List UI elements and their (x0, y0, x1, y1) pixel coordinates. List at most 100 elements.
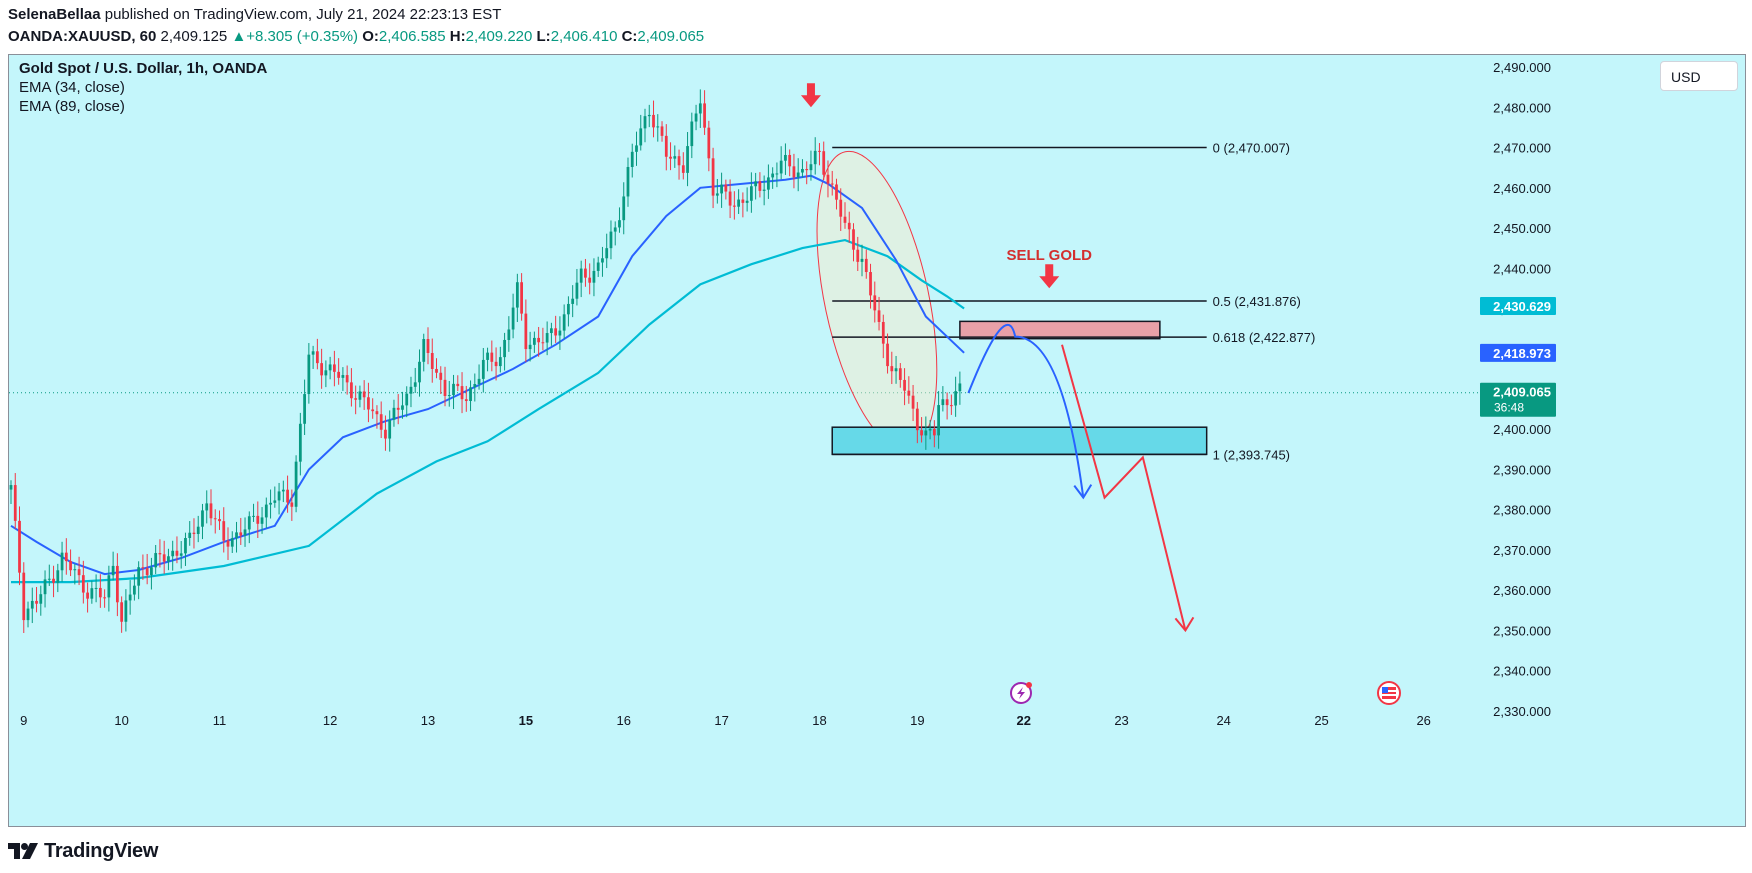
candle-body (315, 351, 319, 364)
candle-body (932, 428, 936, 436)
candle-body (281, 489, 285, 492)
candle-body (749, 186, 753, 201)
candle-body (635, 145, 638, 152)
ohlc-bar: OANDA:XAUUSD, 60 2,409.125 ▲+8.305 (+0.3… (8, 28, 704, 45)
candle-body (579, 268, 583, 283)
candle-body (613, 227, 617, 232)
us-flag-icon[interactable] (1377, 681, 1401, 705)
candle-body (392, 407, 396, 420)
candle-body (98, 587, 102, 598)
y-tick-label: 2,470.000 (1493, 141, 1551, 156)
candle-body (320, 363, 324, 376)
open-label: O: (362, 28, 379, 45)
y-tick-label: 2,370.000 (1493, 543, 1551, 558)
candle-body (175, 550, 179, 556)
candle-body (64, 552, 68, 562)
candle-body (333, 364, 336, 372)
x-tick-label: 17 (714, 713, 728, 728)
candle-body (507, 329, 511, 340)
candle-body (626, 166, 630, 197)
candle-body (784, 154, 787, 161)
candle-body (673, 156, 677, 159)
candle-body (826, 174, 830, 184)
candle-body (907, 390, 911, 396)
legend-ema34[interactable]: EMA (34, close) (19, 79, 125, 96)
candle-body (158, 553, 162, 555)
down-arrow-marker (800, 83, 821, 108)
lightning-event-icon[interactable] (1010, 682, 1032, 704)
price-tag-value: 2,409.065 (1493, 385, 1551, 400)
candle-body (720, 184, 723, 194)
candle-body (575, 282, 579, 299)
candle-body (818, 150, 821, 152)
x-tick-label: 13 (421, 713, 435, 728)
candle-body (439, 372, 443, 380)
candle-body (13, 485, 17, 521)
x-tick-label: 18 (812, 713, 826, 728)
candle-body (298, 423, 302, 462)
candle-body (494, 361, 498, 367)
candle-body (120, 602, 124, 622)
candle-body (201, 510, 204, 527)
candle-body (745, 200, 749, 203)
candle-body (864, 258, 868, 273)
candle-body (571, 298, 575, 304)
candle-body (686, 146, 689, 173)
candle-body (520, 282, 523, 314)
x-tick-label: 12 (323, 713, 337, 728)
legend-ema89[interactable]: EMA (89, close) (19, 98, 125, 115)
candle-body (256, 515, 260, 524)
candle-body (243, 529, 247, 536)
candle-body (732, 205, 736, 207)
candle-body (367, 397, 370, 410)
x-tick-label: 9 (20, 713, 27, 728)
candle-body (728, 191, 732, 206)
x-axis[interactable]: 9 10 11 12 13 15 16 17 18 19 22 23 24 25 26 (20, 713, 1431, 728)
price-tag-countdown: 36:48 (1494, 401, 1524, 415)
candle-body (375, 411, 379, 415)
candle-body (647, 114, 651, 117)
candle-body (18, 520, 21, 573)
candle-body (337, 371, 341, 378)
candle-body (830, 183, 834, 185)
fib-label: 0.5 (2,431.876) (1213, 294, 1301, 309)
footer-brand[interactable]: TradingView (8, 838, 158, 864)
candle-body (690, 121, 694, 147)
y-tick-label: 2,400.000 (1493, 422, 1551, 437)
price-tag (1480, 382, 1556, 417)
candle-body (881, 321, 885, 344)
candle-body (56, 570, 60, 583)
candle-body (94, 587, 98, 589)
candle-body (890, 366, 894, 372)
candle-body (873, 295, 877, 311)
author-name[interactable]: SelenaBellaa (8, 6, 101, 23)
y-tick-label: 2,460.000 (1493, 181, 1551, 196)
low-value: 2,406.410 (550, 28, 618, 45)
candle-body (643, 116, 647, 129)
candle-body (77, 569, 81, 576)
candle-body (205, 503, 209, 511)
candle-body (154, 553, 158, 568)
candle-body (562, 314, 566, 331)
candle-body (456, 383, 460, 387)
candle-body (903, 379, 906, 391)
ema89-line (11, 238, 965, 584)
y-tick-label: 2,340.000 (1493, 664, 1551, 679)
chart-svg[interactable]: 0 (2,470.007) 0.5 (2,431.876) 0.618 (2,422… (9, 55, 1745, 826)
currency-button[interactable]: USD (1660, 61, 1738, 91)
candle-body (22, 572, 26, 621)
candle-body (218, 519, 221, 522)
candle-body (894, 368, 898, 372)
candle-body (567, 303, 570, 315)
candle-body (150, 567, 153, 576)
candle-body (162, 554, 166, 562)
price-tag-value: 2,418.973 (1493, 346, 1551, 361)
x-tick-label: 25 (1314, 713, 1328, 728)
candle-body (141, 567, 145, 569)
fib-label: 1 (2,393.745) (1213, 447, 1290, 462)
candle-body (226, 540, 230, 547)
candle-body (409, 386, 413, 394)
chart-panel[interactable]: 0 (2,470.007) 0.5 (2,431.876) 0.618 (2,422… (8, 54, 1746, 827)
candle-body (447, 395, 451, 397)
candle-body (762, 189, 766, 191)
